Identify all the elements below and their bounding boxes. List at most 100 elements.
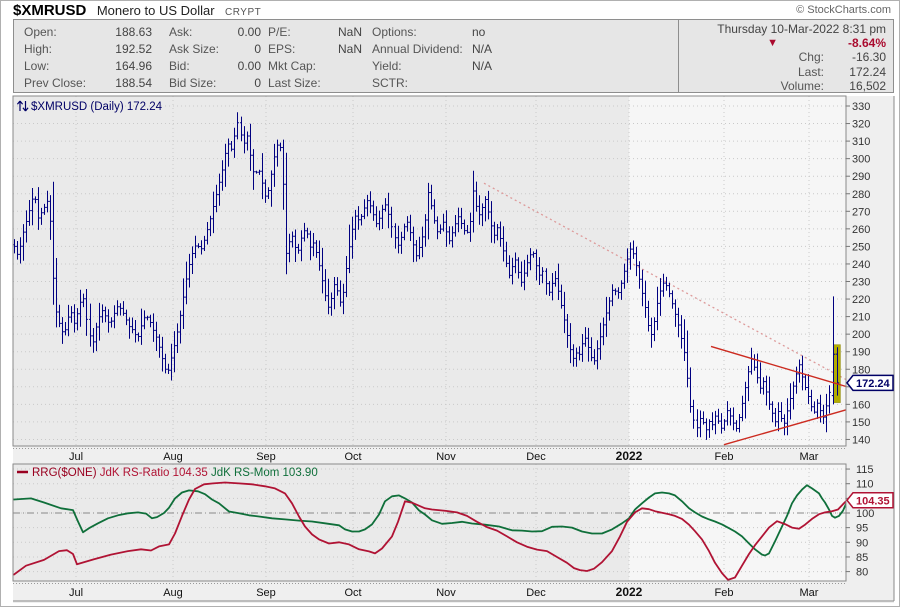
quote-row: Ask: 0.00 [169, 24, 268, 41]
quote-value: NaN [337, 25, 362, 39]
rrg-legend-label: RRG($ONE) JdK RS-Ratio 104.35 JdK RS-Mom… [32, 467, 318, 479]
price-tick-label: 250 [852, 241, 870, 253]
rrg-tick-label: 95 [856, 523, 868, 535]
rs-ratio-line [13, 481, 846, 581]
quote-label: SCTR: [372, 76, 408, 90]
month-label: Dec [526, 587, 546, 599]
price-tick-label: 310 [852, 136, 870, 148]
month-label: Oct [344, 451, 361, 463]
last-price-flag-text: 172.24 [856, 378, 891, 390]
quote-column: P/E: NaN EPS: NaN Mkt Cap: Last Size: [268, 24, 372, 92]
rs-mom-line [13, 484, 846, 557]
quote-columns: Open: 188.63 High: 192.52 Low: 164.96 Prev Clo… [14, 20, 678, 92]
quote-label: Open: [24, 25, 57, 39]
updown-arrows-icon [16, 100, 29, 112]
month-label: Mar [800, 451, 819, 463]
price-tick-label: 290 [852, 171, 870, 183]
quote-row: Open: 188.63 [24, 24, 169, 41]
quote-label: Mkt Cap: [268, 59, 317, 73]
price-tick-label: 200 [852, 329, 870, 341]
price-tick-label: 140 [852, 434, 870, 446]
quote-value: NaN [337, 42, 362, 56]
month-label: Aug [163, 587, 183, 599]
quote-column: Open: 188.63 High: 192.52 Low: 164.96 Prev Clo… [24, 24, 169, 92]
chg-label: Chg: [798, 50, 824, 65]
quote-row: Yield: N/A [372, 58, 672, 75]
title-bar: $XMRUSD Monero to US Dollar CRYPT [13, 2, 262, 19]
month-label: Sep [256, 451, 276, 463]
quote-value: N/A [472, 59, 493, 73]
rrg-tick-label: 110 [856, 479, 874, 491]
price-tick-label: 150 [852, 417, 870, 429]
rrg-value-flag-text: 104.35 [856, 495, 890, 507]
quote-value: 188.63 [115, 25, 152, 39]
volume-value: 16,502 [849, 78, 886, 93]
quote-value: 0.00 [237, 59, 261, 73]
quote-label: Last Size: [268, 76, 321, 90]
price-tick-label: 260 [852, 224, 870, 236]
quote-row: High: 192.52 [24, 41, 169, 58]
exchange-label: CRYPT [225, 7, 262, 18]
price-tick-label: 330 [852, 101, 870, 113]
price-tick-label: 270 [852, 206, 870, 218]
quote-value: 0.00 [237, 25, 261, 39]
candlestick-series [13, 112, 840, 440]
quote-value: no [472, 25, 486, 39]
quote-row: Prev Close: 188.54 [24, 75, 169, 92]
quote-row: Options: no [372, 24, 672, 41]
quote-info-panel: Thursday 10-Mar-2022 8:31 pm ▼ -8.64% Ch… [678, 20, 893, 93]
month-label: 2022 [616, 585, 643, 599]
price-tick-label: 320 [852, 119, 870, 131]
rrg-value-flag [846, 492, 894, 509]
rrg-tick-label: 80 [856, 567, 868, 579]
quote-column: Ask: 0.00 Ask Size: 0 Bid: 0.00 Bid Size: 0 [169, 24, 268, 92]
price-pane [13, 96, 846, 446]
quote-label: Options: [372, 25, 417, 39]
trendline [710, 345, 846, 388]
quote-label: Yield: [372, 59, 402, 73]
quote-label: Bid Size: [169, 76, 217, 90]
trendline [723, 409, 846, 446]
quote-row: Ask Size: 0 [169, 41, 268, 58]
quote-row: Last Size: [268, 75, 372, 92]
quote-label: Bid: [169, 59, 190, 73]
quote-label: Low: [24, 59, 50, 73]
last-label: Last: [797, 64, 824, 79]
rrg-tick-label: 85 [856, 552, 868, 564]
volume-label: Volume: [780, 78, 824, 93]
rrg-pane-border [12, 463, 847, 582]
month-label: 2022 [616, 449, 643, 463]
quote-row: P/E: NaN [268, 24, 372, 41]
last-value: 172.24 [849, 64, 886, 79]
price-down-arrow-icon: ▼ [767, 37, 778, 50]
quote-label: Annual Dividend: [372, 42, 463, 56]
quote-label: Prev Close: [24, 76, 87, 90]
month-label: Feb [715, 587, 734, 599]
quote-value: 0 [254, 42, 261, 56]
price-tick-label: 180 [852, 364, 870, 376]
price-tick-label: 210 [852, 312, 870, 324]
quote-row: Annual Dividend: N/A [372, 41, 672, 58]
month-label: Dec [526, 451, 546, 463]
quote-row: Bid: 0.00 [169, 58, 268, 75]
quote-row: Bid Size: 0 [169, 75, 268, 92]
quote-datetime: Thursday 10-Mar-2022 8:31 pm [717, 22, 886, 36]
quote-column: Options: no Annual Dividend: N/A Yield: N/A SC… [372, 24, 672, 92]
symbol-name: Monero to US Dollar [96, 3, 215, 18]
quote-value: N/A [472, 42, 493, 56]
quote-label: Ask: [169, 25, 193, 39]
price-tick-label: 280 [852, 189, 870, 201]
rrg-tick-label: 90 [856, 537, 868, 549]
rrg-tick-label: 100 [856, 508, 874, 520]
quote-value: 192.52 [115, 42, 152, 56]
quote-row: SCTR: [372, 75, 672, 92]
month-label: Nov [436, 451, 456, 463]
percent-change-value: -8.64% [847, 36, 886, 51]
symbol-label: $XMRUSD [13, 2, 87, 19]
month-label: Jul [69, 587, 83, 599]
month-label: Feb [715, 451, 734, 463]
price-tick-label: 240 [852, 259, 870, 271]
month-label: Mar [800, 587, 819, 599]
rrg-tick-label: 115 [856, 464, 874, 476]
